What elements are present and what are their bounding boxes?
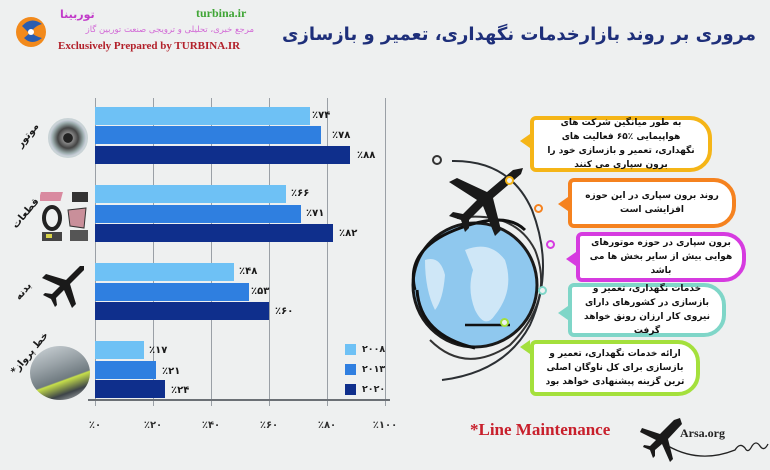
line-maintenance-photo-icon [30, 346, 90, 400]
gridline-0 [95, 98, 96, 406]
x-tick-label: ٪۲۰ [143, 420, 163, 431]
brand-name-fa: توربینا [60, 8, 95, 21]
bar-fuselage-2008 [95, 263, 235, 281]
info-bubble-1: به طور میانگین شرکت های هواپیمایی ٪۶۵ فع… [530, 116, 712, 172]
bubble-tail [566, 252, 576, 266]
category-label-fuselage: بدنه [13, 280, 35, 303]
gridline-100 [385, 98, 386, 406]
bar-value-label: ٪۷۸ [332, 130, 351, 141]
x-axis-baseline [88, 399, 390, 401]
turbina-logo-icon [14, 12, 48, 52]
gridline-60 [269, 98, 270, 406]
bar-parts-2013 [95, 205, 301, 223]
x-tick-label: ٪۰ [88, 420, 102, 431]
legend-label: ۲۰۲۰ [362, 383, 386, 395]
brand-tagline: مرجع خبری، تحلیلی و ترویجی صنعت توربین گ… [85, 25, 254, 35]
legend-swatch [345, 383, 356, 395]
category-label-parts: قطعات [10, 196, 42, 231]
bar-value-label: ٪۶۶ [291, 188, 310, 199]
arsa-plane-logo-icon [640, 412, 770, 470]
aircraft-parts-icon [38, 188, 92, 244]
line-maintenance-footnote: *Line Maintenance [470, 420, 611, 439]
legend-swatch [345, 363, 356, 375]
bubble-tail [520, 340, 530, 354]
brand-site-link[interactable]: turbina.ir [196, 6, 247, 20]
timeline-node-4 [538, 286, 547, 295]
info-bubble-4: خدمات نگهداری، تعمیر و بازسازی در کشورها… [568, 283, 726, 337]
bar-parts-2020 [95, 224, 333, 242]
globe-illustration [395, 140, 575, 380]
bar-value-label: ٪۸۸ [357, 150, 376, 161]
bar-value-label: ٪۸۲ [339, 228, 358, 239]
timeline-arc [410, 140, 560, 385]
category-label-engine: موتور [14, 121, 42, 150]
jet-engine-icon [48, 118, 88, 158]
bar-chart: ٪۰ ٪۲۰ ٪۴۰ ٪۶۰ ٪۸۰ ٪۱۰۰ ٪۷۴ ٪۷۸ ٪۸۸ ٪۶۶ … [0, 0, 400, 440]
info-bubble-5: ارائه خدمات نگهداری، تعمیر و بازسازی برا… [530, 340, 700, 396]
bar-engine-2020 [95, 146, 351, 164]
bar-value-label: ٪۱۷ [149, 345, 168, 356]
bubble-tail [558, 197, 568, 211]
bar-value-label: ٪۷۴ [312, 110, 331, 121]
bar-line-maintenance-2013 [95, 361, 156, 379]
bubble-tail [558, 306, 568, 320]
bar-engine-2013 [95, 126, 322, 144]
x-tick-label: ٪۸۰ [317, 420, 337, 431]
gridline-20 [153, 98, 154, 406]
timeline-node-1 [505, 176, 514, 185]
bar-value-label: ٪۶۰ [275, 306, 294, 317]
gridline-80 [327, 98, 328, 406]
timeline-node-2 [534, 204, 543, 213]
legend-swatch [345, 343, 356, 355]
bar-fuselage-2013 [95, 283, 249, 301]
bar-line-maintenance-2020 [95, 380, 165, 398]
bar-engine-2008 [95, 107, 310, 125]
legend-item-2020: ۲۰۲۰ [345, 381, 397, 397]
bar-value-label: ٪۲۱ [162, 366, 181, 377]
bar-parts-2008 [95, 185, 287, 203]
airplane-icon [40, 262, 88, 310]
bar-value-label: ٪۲۴ [171, 385, 190, 396]
page-title: مروری بر روند بازارخدمات نگهداری، تعمیر … [282, 24, 756, 45]
bar-value-label: ٪۵۳ [251, 286, 270, 297]
info-bubble-2: روند برون سپاری در این حوزه افزایشی است [568, 178, 736, 228]
bar-fuselage-2020 [95, 302, 269, 320]
x-tick-label: ٪۶۰ [259, 420, 279, 431]
legend-label: ۲۰۱۳ [362, 363, 386, 375]
bubble-tail [520, 134, 530, 148]
chart-legend: ۲۰۰۸ ۲۰۱۳ ۲۰۲۰ [345, 341, 397, 397]
bar-value-label: ٪۷۱ [306, 208, 325, 219]
timeline-node-3 [546, 240, 555, 249]
legend-label: ۲۰۰۸ [362, 343, 386, 355]
gridline-40 [211, 98, 212, 406]
info-bubble-3: برون سپاری در حوزه موتورهای هوایی بیش از… [576, 232, 746, 282]
bar-line-maintenance-2008 [95, 341, 145, 359]
legend-item-2013: ۲۰۱۳ [345, 361, 397, 377]
x-tick-label: ٪۴۰ [201, 420, 221, 431]
bar-value-label: ٪۴۸ [239, 266, 258, 277]
brand-exclusive-note: Exclusively Prepared by TURBINA.IR [58, 40, 241, 52]
arsa-source-link[interactable]: Arsa.org [680, 426, 725, 440]
x-tick-label: ٪۱۰۰ [372, 420, 398, 431]
timeline-node-5 [500, 318, 509, 327]
legend-item-2008: ۲۰۰۸ [345, 341, 397, 357]
